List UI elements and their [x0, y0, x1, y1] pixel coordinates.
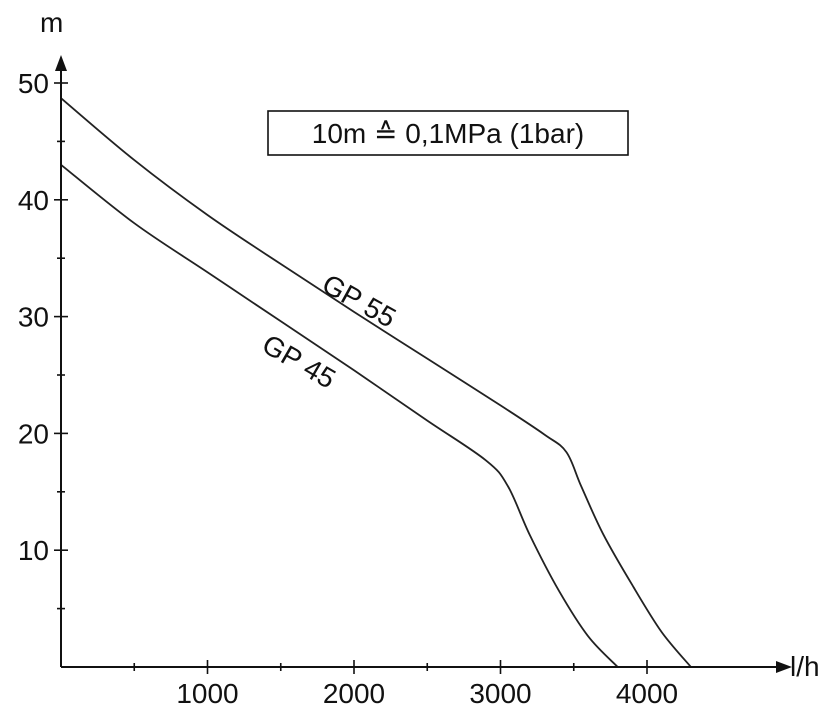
y-axis-unit: m	[40, 7, 63, 38]
x-tick-label: 1000	[176, 678, 238, 709]
y-tick-label: 30	[18, 302, 49, 333]
x-tick-label: 3000	[469, 678, 531, 709]
series-line-gp-55	[60, 97, 692, 668]
series-line-gp-45	[60, 164, 619, 668]
y-tick-label: 20	[18, 418, 49, 449]
x-axis-unit: l/h	[790, 651, 820, 682]
ticks-layer: 10 20 30 40 50 1000 2000 3000 4000	[18, 68, 678, 709]
x-tick-label: 4000	[616, 678, 678, 709]
conversion-note-box	[267, 110, 629, 156]
y-tick-label: 40	[18, 185, 49, 216]
x-tick-label: 2000	[323, 678, 385, 709]
x-axis-arrow-icon	[776, 661, 792, 673]
y-tick-label: 50	[18, 68, 49, 99]
y-tick-label: 10	[18, 535, 49, 566]
y-axis-arrow-icon	[55, 55, 67, 71]
series-label-gp45: GP 45	[257, 328, 341, 394]
conversion-note: 10m ≙ 0,1MPa (1bar)	[312, 118, 584, 149]
curves-layer	[60, 97, 692, 668]
series-label-gp55: GP 55	[317, 268, 401, 333]
